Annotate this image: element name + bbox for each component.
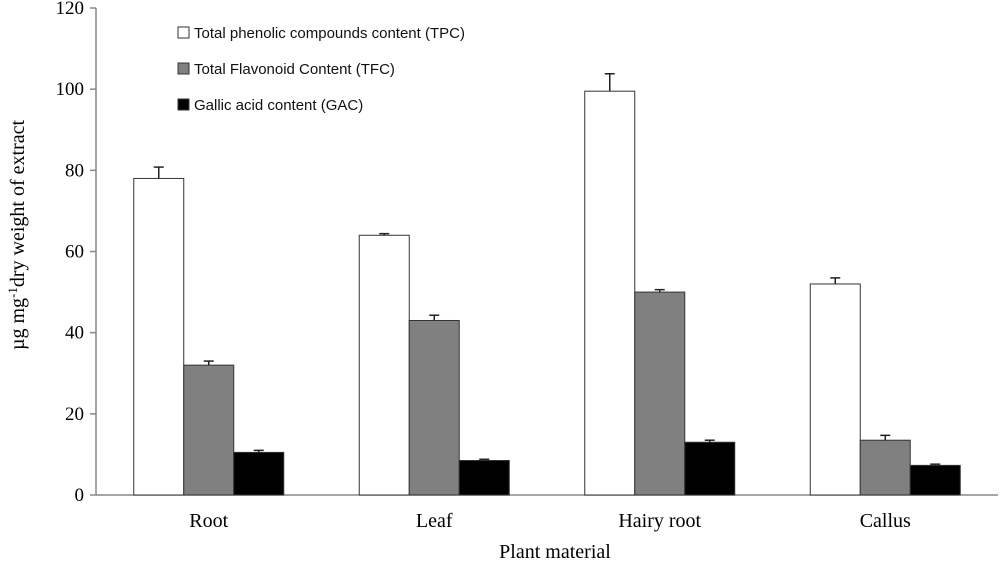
bar bbox=[233, 451, 285, 496]
y-axis-label-rest: dry weight of extract bbox=[7, 120, 29, 288]
y-tick-label: 80 bbox=[65, 160, 84, 181]
x-tick-label: Root bbox=[189, 510, 228, 532]
bar bbox=[183, 364, 235, 496]
bar bbox=[859, 439, 911, 496]
x-axis-ticks: Root Leaf Hairy root Callus bbox=[189, 510, 911, 532]
bar bbox=[684, 441, 736, 496]
legend: Total phenolic compounds content (TPC) To… bbox=[177, 25, 465, 114]
x-tick-label: Leaf bbox=[416, 510, 453, 532]
bar bbox=[408, 319, 460, 496]
legend-swatch bbox=[177, 62, 190, 75]
legend-swatch bbox=[177, 26, 190, 39]
bar bbox=[909, 464, 961, 496]
y-tick-label: 60 bbox=[65, 242, 84, 263]
y-axis-label: µg mg-1dry weight of extract bbox=[5, 120, 29, 351]
legend-swatch bbox=[177, 98, 190, 111]
bar bbox=[634, 291, 686, 496]
y-axis-ticks: 0 20 40 60 80 100 120 bbox=[56, 0, 96, 506]
bar bbox=[809, 283, 861, 496]
y-axis-label-superscript: -1 bbox=[5, 287, 20, 298]
y-tick-label: 20 bbox=[65, 404, 84, 425]
legend-label: Total Flavonoid Content (TFC) bbox=[194, 61, 395, 78]
legend-label: Gallic acid content (GAC) bbox=[194, 97, 363, 114]
y-axis-label-unit: µg mg bbox=[7, 298, 29, 350]
bar bbox=[358, 234, 410, 496]
bar bbox=[458, 460, 510, 496]
y-tick-label: 0 bbox=[75, 485, 85, 506]
bar bbox=[584, 90, 636, 496]
x-tick-label: Callus bbox=[860, 510, 911, 532]
bars bbox=[133, 72, 961, 496]
bar bbox=[133, 177, 185, 496]
y-tick-label: 120 bbox=[56, 0, 85, 19]
y-tick-label: 40 bbox=[65, 323, 84, 344]
x-axis-label: Plant material bbox=[499, 541, 611, 563]
y-tick-label: 100 bbox=[56, 79, 85, 100]
x-tick-label: Hairy root bbox=[618, 510, 701, 532]
legend-label: Total phenolic compounds content (TPC) bbox=[194, 25, 465, 42]
